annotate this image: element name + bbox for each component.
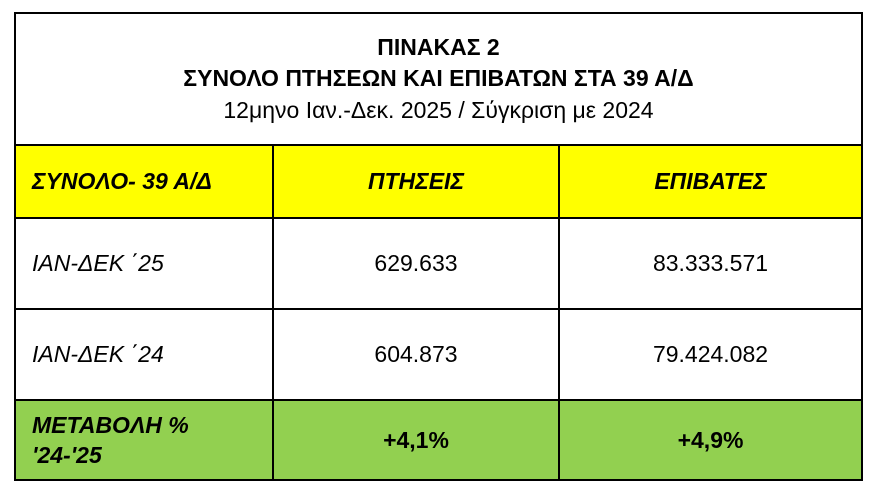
flights-passengers-table: ΠΙΝΑΚΑΣ 2 ΣΥΝΟΛΟ ΠΤΗΣΕΩΝ ΚΑΙ ΕΠΙΒΑΤΩΝ ΣΤ… <box>13 12 864 481</box>
passengers-change: +4,9% <box>557 399 864 481</box>
change-row: ΜΕΤΑΒΟΛΗ % '24-'25 +4,1% +4,9% <box>14 399 864 481</box>
table-subtitle: 12μηνο Ιαν.-Δεκ. 2025 / Σύγκριση με 2024 <box>223 96 654 123</box>
passengers-2025: 83.333.571 <box>557 217 864 310</box>
change-period: '24-'25 <box>32 442 102 468</box>
header-total-airports: ΣΥΝΟΛΟ- 39 Α/Δ <box>14 144 274 219</box>
flights-change: +4,1% <box>272 399 560 481</box>
table-main-title: ΣΥΝΟΛΟ ΠΤΗΣΕΩΝ ΚΑΙ ΕΠΙΒΑΤΩΝ ΣΤΑ 39 Α/Δ <box>183 64 694 91</box>
header-flights: ΠΤΗΣΕΙΣ <box>272 144 560 219</box>
table-row: ΙΑΝ-ΔΕΚ ΄24 604.873 79.424.082 <box>14 308 864 401</box>
header-row: ΣΥΝΟΛΟ- 39 Α/Δ ΠΤΗΣΕΙΣ ΕΠΙΒΑΤΕΣ <box>14 144 864 219</box>
passengers-2024: 79.424.082 <box>557 308 864 401</box>
table-number-title: ΠΙΝΑΚΑΣ 2 <box>377 33 500 60</box>
row-label-2025: ΙΑΝ-ΔΕΚ ΄25 <box>14 217 274 310</box>
title-cell: ΠΙΝΑΚΑΣ 2 ΣΥΝΟΛΟ ΠΤΗΣΕΩΝ ΚΑΙ ΕΠΙΒΑΤΩΝ ΣΤ… <box>13 12 864 146</box>
table-row: ΙΑΝ-ΔΕΚ ΄25 629.633 83.333.571 <box>14 217 864 310</box>
change-label-cell: ΜΕΤΑΒΟΛΗ % '24-'25 <box>14 399 274 481</box>
change-label: ΜΕΤΑΒΟΛΗ % <box>32 412 189 438</box>
table-frame: ΠΙΝΑΚΑΣ 2 ΣΥΝΟΛΟ ΠΤΗΣΕΩΝ ΚΑΙ ΕΠΙΒΑΤΩΝ ΣΤ… <box>13 12 864 481</box>
row-label-2024: ΙΑΝ-ΔΕΚ ΄24 <box>14 308 274 401</box>
title-row: ΠΙΝΑΚΑΣ 2 ΣΥΝΟΛΟ ΠΤΗΣΕΩΝ ΚΑΙ ΕΠΙΒΑΤΩΝ ΣΤ… <box>13 12 864 146</box>
header-passengers: ΕΠΙΒΑΤΕΣ <box>557 144 864 219</box>
flights-2024: 604.873 <box>272 308 560 401</box>
flights-2025: 629.633 <box>272 217 560 310</box>
